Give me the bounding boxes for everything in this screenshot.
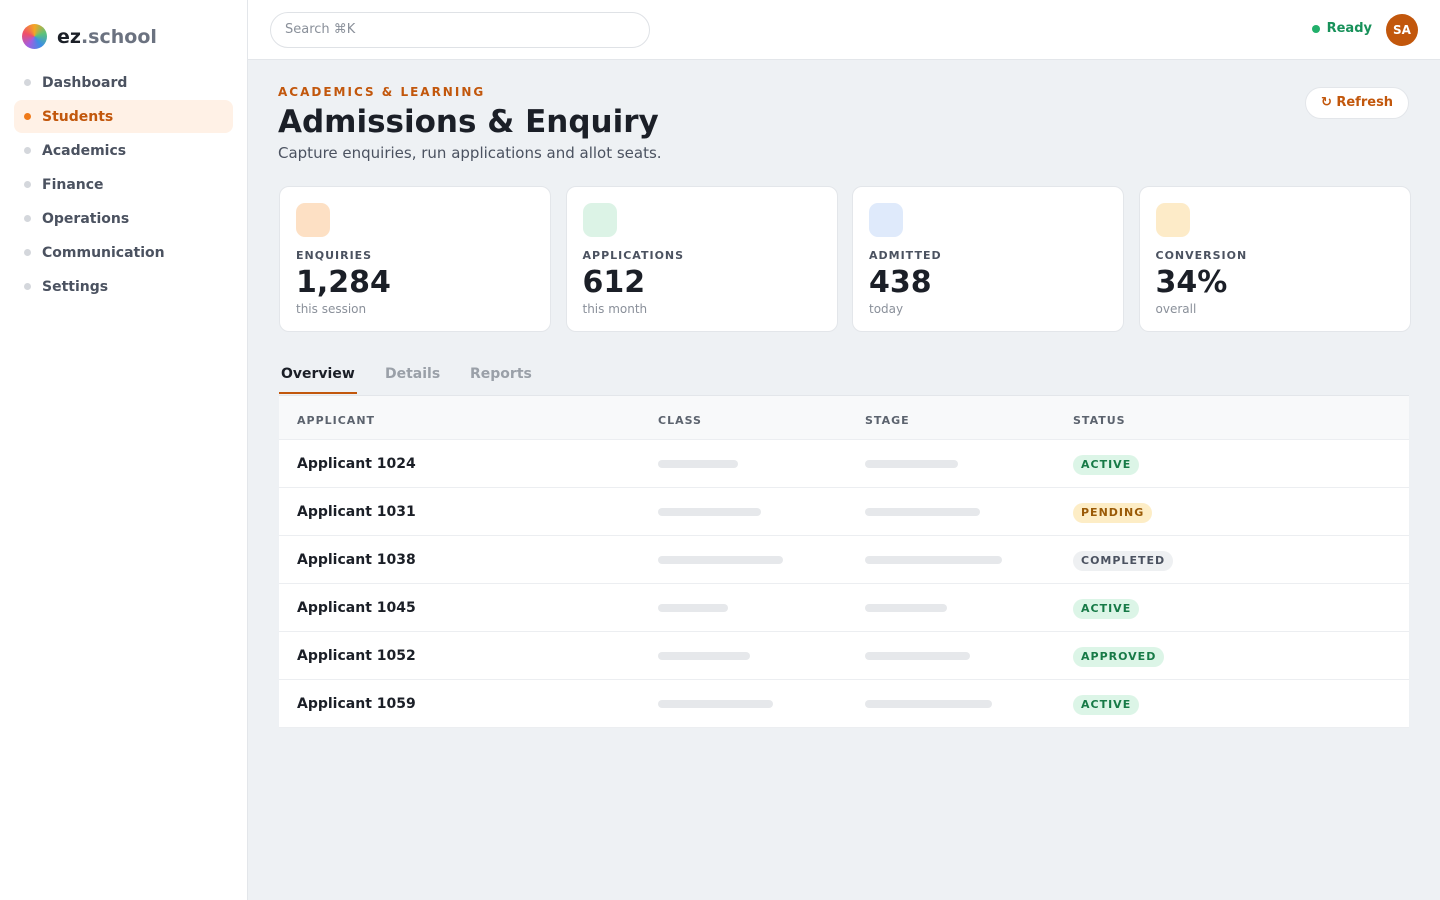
- nav-item[interactable]: Students: [14, 100, 233, 133]
- skeleton: [658, 652, 750, 660]
- stat-card: ADMITTED 438 today: [852, 186, 1124, 332]
- applicant-name: Applicant 1052: [297, 648, 416, 664]
- stat-value: 34%: [1155, 265, 1228, 300]
- eyebrow: ACADEMICS & LEARNING: [278, 85, 486, 99]
- nav-item[interactable]: Dashboard: [14, 66, 233, 99]
- stat-icon: [869, 203, 903, 237]
- column-header: STATUS: [1073, 414, 1126, 427]
- refresh-button[interactable]: ↻ Refresh: [1305, 87, 1409, 119]
- skeleton: [865, 460, 958, 468]
- page-title: Admissions & Enquiry: [278, 104, 659, 140]
- logo[interactable]: ez.school: [22, 24, 157, 49]
- tab[interactable]: Overview: [279, 366, 357, 394]
- search[interactable]: Search ⌘K: [270, 12, 650, 48]
- nav-item[interactable]: Academics: [14, 134, 233, 167]
- column-header: APPLICANT: [297, 414, 376, 427]
- stat-note: overall: [1155, 302, 1197, 316]
- subtitle: Capture enquiries, run applications and …: [278, 144, 662, 162]
- stat-label: ADMITTED: [869, 249, 942, 262]
- skeleton: [658, 604, 728, 612]
- applicant-name: Applicant 1031: [297, 504, 416, 520]
- stat-label: CONVERSION: [1155, 249, 1248, 262]
- stat-value: 1,284: [296, 265, 391, 300]
- applicant-name: Applicant 1045: [297, 600, 416, 616]
- tab[interactable]: Details: [385, 366, 441, 382]
- stat-label: APPLICATIONS: [582, 249, 685, 262]
- nav-item[interactable]: Operations: [14, 202, 233, 235]
- status-badge: APPROVED: [1073, 647, 1165, 667]
- status-badge: COMPLETED: [1073, 551, 1174, 571]
- table-row[interactable]: Applicant 1031 PENDING: [279, 488, 1409, 536]
- brand-prefix: ez: [57, 25, 81, 48]
- logo-icon: [22, 24, 47, 49]
- topbar: Search ⌘K Ready SA: [248, 0, 1440, 60]
- table-row[interactable]: Applicant 1024 ACTIVE: [279, 440, 1409, 488]
- nav-item[interactable]: Finance: [14, 168, 233, 201]
- nav-item[interactable]: Communication: [14, 236, 233, 269]
- column-header: STAGE: [865, 414, 910, 427]
- status: Ready: [1312, 21, 1372, 36]
- status-badge: ACTIVE: [1073, 695, 1140, 715]
- stat-note: this month: [582, 302, 648, 316]
- stat-note: today: [869, 302, 904, 316]
- stat-note: this session: [296, 302, 367, 316]
- table-row[interactable]: Applicant 1052 APPROVED: [279, 632, 1409, 680]
- stat-label: ENQUIRIES: [296, 249, 373, 262]
- skeleton: [865, 556, 1002, 564]
- nav-item[interactable]: Settings: [14, 270, 233, 303]
- skeleton: [865, 508, 980, 516]
- table-header: APPLICANT CLASS STAGE STATUS: [279, 396, 1409, 440]
- stat-value: 438: [869, 265, 932, 300]
- table-row[interactable]: Applicant 1059 ACTIVE: [279, 680, 1409, 728]
- avatar[interactable]: SA: [1386, 14, 1418, 46]
- nav: Dashboard Students Academics Finance Operati…: [14, 66, 233, 304]
- stat-icon: [296, 203, 330, 237]
- tab[interactable]: Reports: [470, 366, 532, 382]
- brand-suffix: .school: [80, 25, 157, 48]
- stat-card: ENQUIRIES 1,284 this session: [279, 186, 551, 332]
- skeleton: [658, 700, 773, 708]
- status-badge: ACTIVE: [1073, 455, 1140, 475]
- table-row[interactable]: Applicant 1038 COMPLETED: [279, 536, 1409, 584]
- sidebar: ez.school Dashboard Students Academics Fina…: [0, 0, 248, 900]
- stat-icon: [582, 203, 617, 237]
- status-badge: ACTIVE: [1073, 599, 1140, 619]
- stat-icon: [1155, 203, 1190, 237]
- skeleton: [658, 508, 761, 516]
- stat-card: APPLICATIONS 612 this month: [565, 186, 838, 332]
- applicant-name: Applicant 1059: [297, 696, 416, 712]
- skeleton: [865, 700, 992, 708]
- table: APPLICANT CLASS STAGE STATUS Applicant 1024 A…: [279, 395, 1409, 728]
- stat-value: 612: [582, 265, 646, 300]
- status-badge: PENDING: [1073, 503, 1153, 523]
- skeleton: [658, 556, 783, 564]
- applicant-name: Applicant 1038: [297, 552, 416, 568]
- stat-card: CONVERSION 34% overall: [1138, 186, 1411, 332]
- applicant-name: Applicant 1024: [297, 456, 416, 472]
- skeleton: [865, 604, 947, 612]
- column-header: CLASS: [658, 414, 702, 427]
- skeleton: [658, 460, 738, 468]
- skeleton: [865, 652, 970, 660]
- table-row[interactable]: Applicant 1045 ACTIVE: [279, 584, 1409, 632]
